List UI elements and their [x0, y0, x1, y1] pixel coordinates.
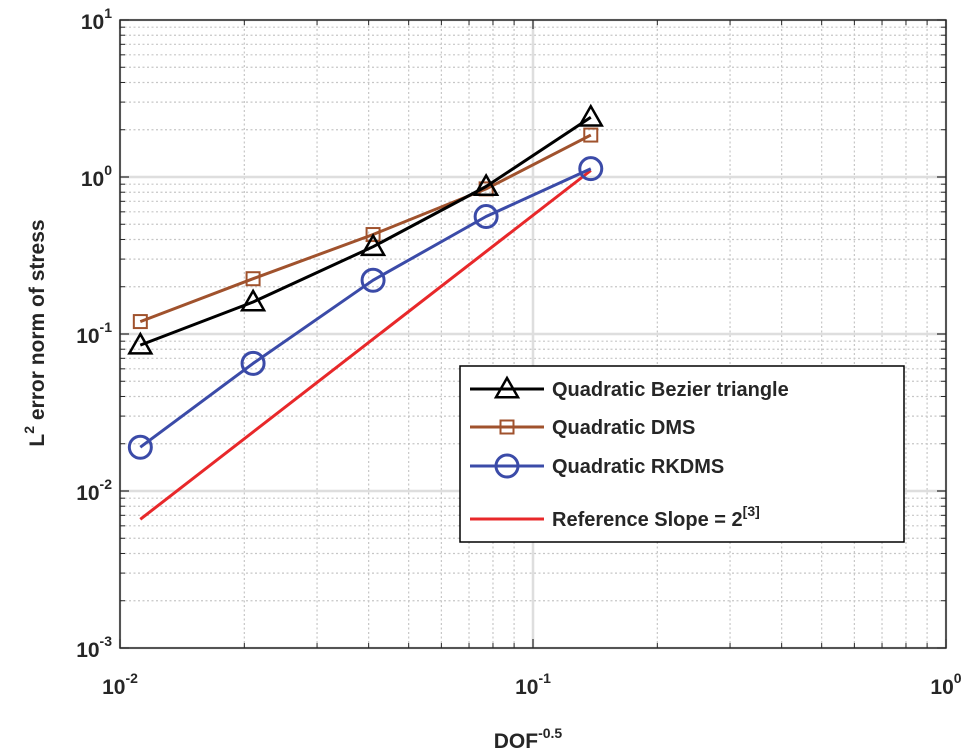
legend-label: Reference Slope = 2[3]	[552, 503, 760, 531]
y-tick-label: 100	[81, 162, 112, 191]
y-tick-label: 10-1	[76, 319, 112, 348]
legend-label: Quadratic DMS	[552, 417, 695, 439]
legend-item: Quadratic Bezier triangle	[470, 375, 789, 401]
series-3	[139, 169, 592, 521]
minor-grid	[120, 20, 946, 648]
series-2	[127, 156, 604, 460]
y-tick-label: 10-3	[76, 633, 112, 662]
legend-marker	[493, 375, 521, 399]
data-point-circle	[127, 434, 153, 460]
data-point-square	[245, 271, 261, 287]
data-point-circle	[473, 204, 499, 230]
series-line	[139, 169, 592, 521]
series-0	[127, 103, 604, 355]
x-tick-label: 10-1	[515, 670, 551, 699]
data-point-square	[132, 314, 148, 330]
series-line	[139, 116, 592, 347]
data-point-square	[583, 127, 599, 143]
legend-marker	[499, 419, 515, 435]
y-axis-label: L2 error norm of stress	[21, 219, 49, 446]
data-point-triangle	[359, 233, 387, 257]
legend: Quadratic Bezier triangle Quadratic DMS Qu…	[459, 365, 905, 543]
data-point-triangle	[577, 103, 604, 127]
x-tick-label: 10-2	[102, 670, 138, 699]
x-tick-labels: 10-2 10-1 100	[102, 670, 962, 699]
data-point-triangle	[127, 331, 154, 355]
y-tick-labels: 10-3 10-2 10-1 100 101	[76, 5, 112, 662]
x-axis-label: DOF-0.5	[494, 725, 563, 753]
y-tick-label: 101	[81, 5, 112, 34]
x-tick-label: 100	[930, 670, 961, 699]
y-tick-label: 10-2	[76, 476, 112, 505]
legend-label: Quadratic RKDMS	[552, 456, 724, 478]
data-point-triangle	[239, 288, 267, 312]
data-point-triangle	[472, 172, 500, 196]
series-layer	[127, 103, 604, 521]
legend-label: Quadratic Bezier triangle	[552, 379, 789, 401]
legend-item: Reference Slope = 2[3]	[470, 503, 760, 531]
legend-item: Quadratic DMS	[470, 417, 695, 439]
data-point-circle	[360, 267, 386, 293]
data-point-circle	[240, 350, 266, 376]
legend-item: Quadratic RKDMS	[470, 453, 724, 479]
series-line	[139, 167, 592, 449]
legend-box	[459, 365, 905, 543]
legend-marker	[494, 453, 520, 479]
axis-ticks	[119, 19, 947, 649]
data-point-circle	[578, 156, 604, 182]
data-point-square	[365, 227, 381, 243]
